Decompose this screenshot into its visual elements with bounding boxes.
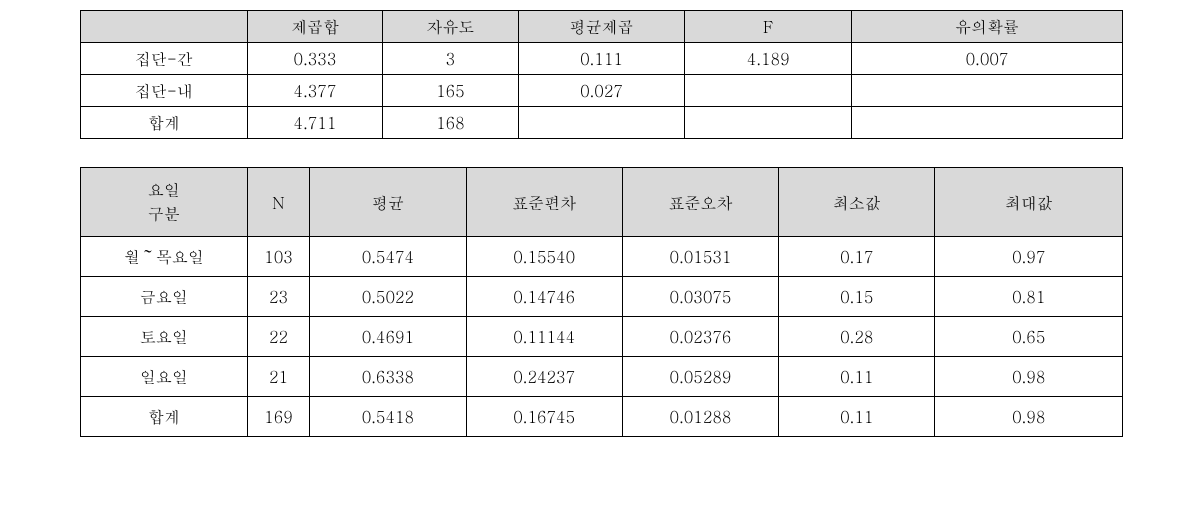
col-header-se: 표준오차 <box>622 168 778 237</box>
cell: 0.24237 <box>466 357 622 397</box>
cell: 0.16745 <box>466 397 622 437</box>
descriptives-table: 요일 구분 N 평균 표준편차 표준오차 최소값 최대값 월～목요일 103 0… <box>80 167 1123 437</box>
cell: 0.11144 <box>466 317 622 357</box>
table-row: 일요일 21 0.6338 0.24237 0.05289 0.11 0.98 <box>81 357 1123 397</box>
row-label: 금요일 <box>81 277 248 317</box>
cell: 0.4691 <box>310 317 466 357</box>
cell <box>518 107 685 139</box>
cell: 0.02376 <box>622 317 778 357</box>
col-header-meansq: 평균제곱 <box>518 11 685 43</box>
col-header-mean: 평균 <box>310 168 466 237</box>
cell: 0.98 <box>935 397 1123 437</box>
cell: 0.15540 <box>466 237 622 277</box>
col-header-df: 자유도 <box>383 11 518 43</box>
table-row: 월～목요일 103 0.5474 0.15540 0.01531 0.17 0.… <box>81 237 1123 277</box>
col-header-n: N <box>247 168 310 237</box>
col-header-std: 표준편차 <box>466 168 622 237</box>
cell <box>852 107 1123 139</box>
row-label: 합계 <box>81 107 248 139</box>
table-row: 합계 4.711 168 <box>81 107 1123 139</box>
cell <box>852 75 1123 107</box>
cell: 103 <box>247 237 310 277</box>
row-label: 토요일 <box>81 317 248 357</box>
cell: 0.17 <box>779 237 935 277</box>
cell: 0.28 <box>779 317 935 357</box>
table-row: 집단-내 4.377 165 0.027 <box>81 75 1123 107</box>
col-header-daygroup: 요일 구분 <box>81 168 248 237</box>
col-header-sig: 유의확률 <box>852 11 1123 43</box>
cell: 0.14746 <box>466 277 622 317</box>
cell: 0.007 <box>852 43 1123 75</box>
cell <box>685 107 852 139</box>
table-header-row: 요일 구분 N 평균 표준편차 표준오차 최소값 최대값 <box>81 168 1123 237</box>
row-label: 월～목요일 <box>81 237 248 277</box>
cell <box>685 75 852 107</box>
cell: 0.98 <box>935 357 1123 397</box>
table-row: 집단-간 0.333 3 0.111 4.189 0.007 <box>81 43 1123 75</box>
cell: 4.189 <box>685 43 852 75</box>
col-header-f: F <box>685 11 852 43</box>
col-header-sumsq: 제곱합 <box>247 11 382 43</box>
col-header-blank <box>81 11 248 43</box>
col-header-max: 최대값 <box>935 168 1123 237</box>
cell: 21 <box>247 357 310 397</box>
cell: 0.027 <box>518 75 685 107</box>
cell: 0.05289 <box>622 357 778 397</box>
cell: 0.97 <box>935 237 1123 277</box>
cell: 168 <box>383 107 518 139</box>
anova-table: 제곱합 자유도 평균제곱 F 유의확률 집단-간 0.333 3 0.111 4… <box>80 10 1123 139</box>
col-header-min: 최소값 <box>779 168 935 237</box>
cell: 0.03075 <box>622 277 778 317</box>
cell: 0.81 <box>935 277 1123 317</box>
table-row: 토요일 22 0.4691 0.11144 0.02376 0.28 0.65 <box>81 317 1123 357</box>
table-row: 합계 169 0.5418 0.16745 0.01288 0.11 0.98 <box>81 397 1123 437</box>
cell: 0.01531 <box>622 237 778 277</box>
cell: 0.65 <box>935 317 1123 357</box>
cell: 0.15 <box>779 277 935 317</box>
cell: 0.11 <box>779 397 935 437</box>
cell: 23 <box>247 277 310 317</box>
col-header-group: 구분 <box>148 202 180 225</box>
cell: 3 <box>383 43 518 75</box>
cell: 4.377 <box>247 75 382 107</box>
row-label: 합계 <box>81 397 248 437</box>
cell: 0.333 <box>247 43 382 75</box>
row-label: 집단-내 <box>81 75 248 107</box>
cell: 0.5022 <box>310 277 466 317</box>
cell: 0.01288 <box>622 397 778 437</box>
cell: 169 <box>247 397 310 437</box>
col-header-day: 요일 <box>148 178 180 201</box>
cell: 22 <box>247 317 310 357</box>
row-label: 일요일 <box>81 357 248 397</box>
table-row: 금요일 23 0.5022 0.14746 0.03075 0.15 0.81 <box>81 277 1123 317</box>
table-header-row: 제곱합 자유도 평균제곱 F 유의확률 <box>81 11 1123 43</box>
cell: 0.5474 <box>310 237 466 277</box>
cell: 165 <box>383 75 518 107</box>
cell: 0.111 <box>518 43 685 75</box>
cell: 4.711 <box>247 107 382 139</box>
cell: 0.5418 <box>310 397 466 437</box>
cell: 0.6338 <box>310 357 466 397</box>
cell: 0.11 <box>779 357 935 397</box>
row-label: 집단-간 <box>81 43 248 75</box>
